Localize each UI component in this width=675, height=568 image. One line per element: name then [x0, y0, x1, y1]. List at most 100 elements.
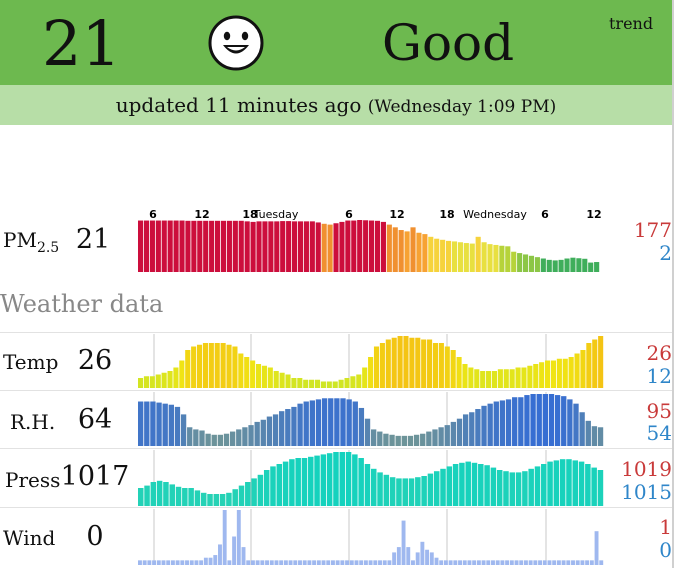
- wind-bar: [307, 560, 312, 565]
- temp-bar: [509, 369, 515, 388]
- trend-link[interactable]: trend: [609, 14, 654, 33]
- pm25-value: 21: [75, 224, 111, 255]
- rh-bar: [248, 425, 254, 446]
- pm25-bar: [528, 255, 535, 272]
- pm25-bar: [161, 220, 167, 272]
- wind-bar: [246, 560, 251, 565]
- rh-bar: [260, 419, 266, 446]
- temp-bar: [574, 353, 580, 388]
- wind-bar: [293, 560, 298, 565]
- pm25-bar: [345, 220, 351, 272]
- temp-bar: [368, 357, 374, 388]
- temp-bar: [432, 343, 439, 388]
- temp-bar: [149, 376, 155, 388]
- temp-bar: [397, 336, 403, 388]
- press-bar: [383, 474, 390, 506]
- rh-bar: [168, 404, 174, 446]
- wind-bar: [453, 560, 458, 565]
- wind-bar: [575, 560, 580, 565]
- wind-bar: [194, 560, 199, 565]
- wind-bar: [542, 560, 547, 565]
- wind-bar: [580, 560, 585, 565]
- pm25-bar: [582, 258, 588, 272]
- time-label: 6: [541, 208, 549, 221]
- pm25-bar: [487, 244, 493, 272]
- wind-bar: [523, 560, 528, 565]
- press-bar: [484, 465, 490, 506]
- pm25-bar: [149, 220, 155, 272]
- wind-bar: [302, 560, 307, 565]
- temp-bar: [562, 358, 568, 388]
- wind-bar: [138, 560, 142, 565]
- temp-bar: [550, 360, 557, 388]
- time-label: 6: [149, 208, 157, 221]
- press-bar: [591, 467, 597, 506]
- wind-bar: [349, 560, 354, 565]
- press-bar: [364, 464, 371, 506]
- wind-bar: [321, 560, 326, 565]
- rh-label: R.H.: [10, 410, 56, 434]
- wind-bar: [411, 560, 415, 565]
- rh-bar: [542, 394, 549, 446]
- press-bar: [238, 485, 245, 506]
- temp-bar: [491, 371, 498, 388]
- temp-bar: [214, 343, 220, 388]
- wind-bar: [147, 560, 152, 565]
- temp-bar: [279, 372, 285, 388]
- press-bar: [578, 461, 585, 506]
- rh-bar: [266, 416, 273, 446]
- rh-bar: [223, 433, 230, 446]
- temp-bar: [415, 337, 421, 388]
- wind-bar: [538, 560, 543, 565]
- wind-bar: [208, 557, 213, 565]
- updated-bar: updated 11 minutes ago (Wednesday 1:09 P…: [0, 85, 672, 125]
- press-bar: [528, 468, 534, 506]
- temp-bar: [179, 360, 185, 388]
- wind-bar: [406, 547, 411, 565]
- press-bar: [396, 478, 402, 506]
- row-separator: [0, 332, 672, 333]
- pm25-bar: [446, 240, 452, 272]
- wind-bar: [392, 552, 397, 565]
- rh-bar: [487, 403, 493, 446]
- pm25-bar: [475, 236, 481, 272]
- pm25-bar: [321, 223, 327, 272]
- press-bar: [156, 480, 163, 506]
- temp-bar: [385, 339, 391, 388]
- wind-bar: [420, 541, 425, 565]
- temp-bar: [586, 343, 592, 388]
- temp-bar: [379, 343, 385, 388]
- temp-bar: [450, 350, 456, 388]
- time-label: 6: [345, 208, 353, 221]
- press-bar: [251, 478, 257, 506]
- temp-label: Temp: [3, 350, 59, 374]
- press-bar: [459, 462, 465, 506]
- temp-bar: [515, 367, 521, 388]
- temp-bar: [196, 344, 203, 388]
- rh-bar: [432, 429, 438, 446]
- temp-bar: [539, 362, 545, 388]
- pm25-label: PM2.5: [3, 228, 59, 256]
- wind-bar: [340, 560, 345, 565]
- pm25-bar: [451, 241, 458, 272]
- wind-bar: [288, 560, 293, 565]
- wind-bar: [218, 544, 222, 565]
- rh-bar: [205, 433, 211, 446]
- temp-bar: [261, 365, 267, 388]
- press-bar: [263, 470, 270, 506]
- press-bar: [433, 471, 440, 506]
- press-bar: [427, 473, 434, 506]
- wind-bar: [533, 560, 538, 565]
- wind-bar: [594, 531, 599, 565]
- pm25-bar: [511, 251, 517, 272]
- press-bar: [320, 454, 327, 506]
- pm25-bar: [552, 260, 558, 272]
- rh-bar: [505, 399, 512, 446]
- press-bar: [169, 484, 175, 506]
- press-bar: [515, 472, 522, 506]
- press-bar: [182, 488, 188, 506]
- time-label: Wednesday: [463, 208, 527, 221]
- temp-bar: [273, 371, 279, 388]
- wind-bar: [448, 560, 453, 565]
